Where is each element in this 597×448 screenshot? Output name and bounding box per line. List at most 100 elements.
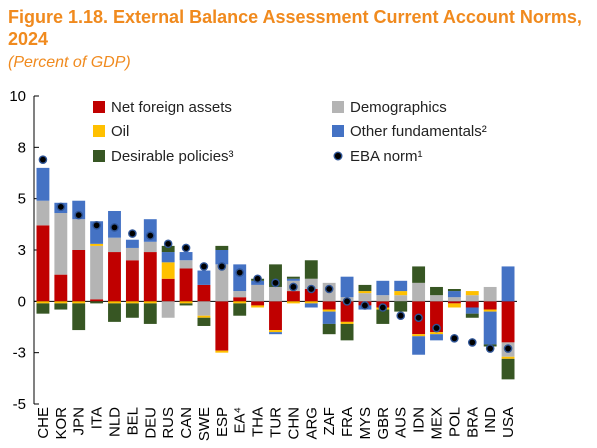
- bar-segment: [394, 291, 408, 296]
- bar-segment: [430, 332, 443, 335]
- bar-segment: [54, 303, 68, 310]
- bar-segment: [412, 334, 426, 337]
- category-label: ZAF: [321, 407, 338, 435]
- bar-segment: [394, 295, 408, 302]
- bar-segment: [376, 295, 390, 302]
- eba-norm-point: [378, 303, 388, 312]
- bar-segment: [54, 213, 68, 275]
- category-label: CHE: [35, 407, 52, 439]
- y-tick-label: 10: [9, 88, 26, 105]
- eba-norm-point: [289, 282, 298, 292]
- category-label: IND: [482, 407, 499, 433]
- bar-segment: [215, 301, 229, 351]
- bar-segment: [179, 260, 193, 269]
- bar-segment: [286, 276, 300, 279]
- eba-norm-point: [450, 333, 459, 343]
- bar-segment: [215, 264, 229, 302]
- bar-segment: [412, 266, 426, 283]
- bar-segment: [465, 291, 479, 296]
- bar-segment: [340, 301, 354, 322]
- bar-segment: [233, 291, 247, 298]
- bar-segment: [179, 301, 193, 304]
- eba-norm-point: [199, 262, 209, 271]
- bar-segment: [394, 280, 408, 292]
- bar-segment: [447, 291, 461, 298]
- bar-segment: [483, 309, 497, 312]
- category-label: USA: [500, 407, 517, 438]
- bar-segment: [447, 297, 461, 302]
- legend-label: Desirable policies³: [111, 148, 234, 165]
- bar-segment: [322, 323, 336, 335]
- bar-segment: [483, 301, 497, 310]
- eba-norm-point: [217, 262, 227, 271]
- category-label: CHN: [285, 407, 302, 440]
- eba-norm-point: [432, 323, 441, 333]
- bar-segment: [286, 301, 300, 304]
- bar-segment: [501, 301, 515, 343]
- bar-segment: [322, 309, 336, 312]
- bar-segment: [430, 334, 443, 341]
- bar-segment: [197, 270, 211, 285]
- category-label: GBR: [375, 407, 392, 440]
- legend-swatch: [93, 101, 105, 113]
- bar-segment: [501, 356, 515, 359]
- bar-segment: [197, 284, 211, 302]
- eba-norm-point: [396, 311, 406, 321]
- eba-norm-point: [324, 284, 334, 294]
- bar-segment: [179, 303, 193, 306]
- eba-norm-point: [414, 313, 423, 323]
- bar-segment: [108, 301, 121, 304]
- eba-norm-point: [467, 338, 477, 347]
- eba-norm-point: [128, 229, 137, 238]
- bar-segment: [286, 278, 300, 281]
- chart-subtitle: (Percent of GDP): [8, 54, 131, 71]
- legend-label: Other fundamentals²: [350, 123, 487, 140]
- bar-segment: [376, 309, 390, 324]
- bar-segment: [412, 336, 426, 355]
- bar-segment: [251, 301, 265, 306]
- legend-label: Oil: [111, 123, 129, 140]
- y-tick-label: -5: [13, 396, 26, 413]
- bar-segment: [125, 301, 139, 304]
- bar-segment: [143, 241, 157, 253]
- bar-segment: [125, 260, 139, 302]
- bar-segment: [54, 301, 68, 304]
- eba-norm-point: [253, 274, 262, 284]
- legend-swatch: [93, 125, 105, 137]
- bar-segment: [465, 307, 479, 314]
- bar-segment: [394, 301, 408, 312]
- bar-segment: [90, 301, 104, 304]
- eba-norm-markers: [38, 155, 513, 353]
- legend: Net foreign assets Demographics Oil Other f…: [93, 99, 487, 165]
- bar-segment: [108, 303, 121, 322]
- category-label: THA: [250, 407, 267, 437]
- bar-segment: [197, 301, 211, 316]
- chart-title: Figure 1.18. External Balance Assessment…: [8, 7, 582, 49]
- bar-segment: [161, 252, 175, 263]
- bar-segment: [501, 266, 515, 302]
- bar-segment: [304, 260, 318, 279]
- eba-norm-point: [181, 243, 191, 253]
- bar-segment: [251, 305, 265, 308]
- category-label: AUS: [393, 407, 410, 438]
- bar-segment: [143, 252, 157, 302]
- y-tick-label: -3: [13, 345, 26, 362]
- category-label: IDN: [411, 407, 428, 433]
- bar-segment: [465, 295, 479, 302]
- category-label: BEL: [124, 407, 141, 435]
- eba-norm-point: [360, 301, 370, 310]
- bar-segment: [197, 317, 211, 326]
- eba-norm-point: [485, 344, 495, 353]
- category-label: RUS: [160, 407, 177, 439]
- category-label: KOR: [53, 407, 70, 440]
- bar-segment: [269, 330, 282, 333]
- bar-segment: [36, 303, 50, 314]
- bar-segment: [465, 301, 479, 308]
- bar-segment: [269, 332, 282, 335]
- bar-segment: [322, 301, 336, 310]
- bar-segment: [304, 301, 318, 304]
- bar-segment: [72, 303, 86, 331]
- bar-segment: [90, 243, 104, 246]
- legend-swatch: [332, 101, 344, 113]
